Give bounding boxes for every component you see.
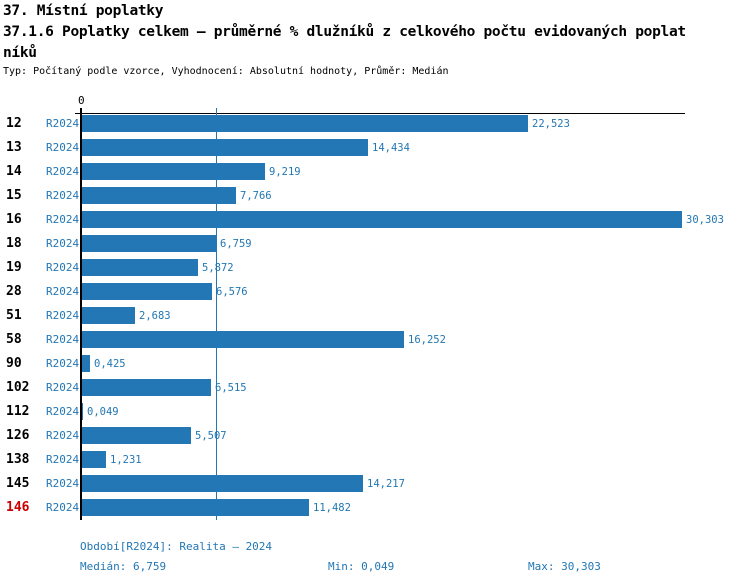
row-series-label: R2024 [46, 117, 80, 130]
bar-value-label: 16,252 [408, 334, 446, 346]
row-series-label: R2024 [46, 309, 80, 322]
row-category-label: 16 [6, 212, 22, 227]
bar-value-label: 14,434 [372, 142, 410, 154]
chart-row: 146 R2024 11,482 [0, 496, 750, 520]
median-gridline [216, 108, 217, 520]
bar-value-label: 0,049 [87, 406, 119, 418]
bar [82, 427, 191, 444]
bar [82, 403, 83, 420]
chart-row: 58 R2024 16,252 [0, 328, 750, 352]
chart-row: 16 R2024 30,303 [0, 208, 750, 232]
bar-value-label: 2,683 [139, 310, 171, 322]
bar [82, 331, 404, 348]
row-series-label: R2024 [46, 381, 80, 394]
chart-row: 145 R2024 14,217 [0, 472, 750, 496]
row-category-label: 145 [6, 476, 30, 491]
row-series-label: R2024 [46, 213, 80, 226]
report-title: 37. Místní poplatky [3, 3, 164, 19]
y-axis-line [80, 108, 82, 520]
report-subtitle-wrap: níků [3, 45, 37, 61]
row-series-label: R2024 [46, 357, 80, 370]
bar [82, 307, 135, 324]
row-series-label: R2024 [46, 189, 80, 202]
bar [82, 283, 212, 300]
row-series-label: R2024 [46, 261, 80, 274]
bar [82, 211, 682, 228]
bar [82, 259, 198, 276]
row-category-label: 126 [6, 428, 30, 443]
bar-chart: 0 12 R2024 22,523 13 R2024 14,434 14 R2024 9,219… [0, 94, 750, 520]
chart-row: 15 R2024 7,766 [0, 184, 750, 208]
bar [82, 115, 528, 132]
bar-value-label: 0,425 [94, 358, 126, 370]
row-category-label: 14 [6, 164, 22, 179]
bar [82, 355, 90, 372]
chart-row: 112 R2024 0,049 [0, 400, 750, 424]
row-series-label: R2024 [46, 453, 80, 466]
bar-value-label: 1,231 [110, 454, 142, 466]
row-category-label: 90 [6, 356, 22, 371]
row-category-label: 112 [6, 404, 30, 419]
row-series-label: R2024 [46, 333, 80, 346]
row-category-label: 19 [6, 260, 22, 275]
bar [82, 139, 368, 156]
bar-value-label: 5,872 [202, 262, 234, 274]
chart-row: 126 R2024 5,507 [0, 424, 750, 448]
row-category-label: 58 [6, 332, 22, 347]
row-category-label: 138 [6, 452, 30, 467]
bar [82, 379, 211, 396]
bar-value-label: 6,576 [216, 286, 248, 298]
row-series-label: R2024 [46, 429, 80, 442]
chart-row: 19 R2024 5,872 [0, 256, 750, 280]
bar [82, 499, 309, 516]
bar [82, 187, 236, 204]
x-axis-tick-label: 0 [78, 94, 85, 107]
chart-row: 90 R2024 0,425 [0, 352, 750, 376]
footer-max: Max: 30,303 [528, 560, 601, 573]
bar [82, 235, 216, 252]
chart-row: 18 R2024 6,759 [0, 232, 750, 256]
footer-period: Období[R2024]: Realita – 2024 [80, 540, 273, 553]
bar-value-label: 11,482 [313, 502, 351, 514]
row-series-label: R2024 [46, 477, 80, 490]
x-axis-line [75, 113, 685, 114]
chart-row: 13 R2024 14,434 [0, 136, 750, 160]
row-category-label: 15 [6, 188, 22, 203]
row-category-label: 51 [6, 308, 22, 323]
row-series-label: R2024 [46, 141, 80, 154]
bar-value-label: 30,303 [686, 214, 724, 226]
bar-value-label: 22,523 [532, 118, 570, 130]
bar-value-label: 6,759 [220, 238, 252, 250]
row-series-label: R2024 [46, 165, 80, 178]
report-meta: Typ: Počítaný podle vzorce, Vyhodnocení:… [3, 66, 449, 77]
row-category-label: 102 [6, 380, 30, 395]
row-series-label: R2024 [46, 405, 80, 418]
footer-min: Min: 0,049 [328, 560, 395, 573]
row-category-label: 13 [6, 140, 22, 155]
chart-row: 138 R2024 1,231 [0, 448, 750, 472]
bar [82, 475, 363, 492]
row-category-label: 146 [6, 500, 30, 515]
bar-value-label: 14,217 [367, 478, 405, 490]
report-subtitle: 37.1.6 Poplatky celkem – průměrné % dluž… [3, 24, 686, 40]
row-category-label: 12 [6, 116, 22, 131]
bar-value-label: 6,515 [215, 382, 247, 394]
row-category-label: 28 [6, 284, 22, 299]
row-series-label: R2024 [46, 237, 80, 250]
row-category-label: 18 [6, 236, 22, 251]
bar-value-label: 9,219 [269, 166, 301, 178]
bar-value-label: 7,766 [240, 190, 272, 202]
chart-row: 51 R2024 2,683 [0, 304, 750, 328]
chart-row: 28 R2024 6,576 [0, 280, 750, 304]
bar [82, 163, 265, 180]
chart-row: 12 R2024 22,523 [0, 112, 750, 136]
chart-row: 14 R2024 9,219 [0, 160, 750, 184]
row-series-label: R2024 [46, 285, 80, 298]
bar-value-label: 5,507 [195, 430, 227, 442]
footer-median: Medián: 6,759 [80, 560, 167, 573]
row-series-label: R2024 [46, 501, 80, 514]
chart-row: 102 R2024 6,515 [0, 376, 750, 400]
bar [82, 451, 106, 468]
